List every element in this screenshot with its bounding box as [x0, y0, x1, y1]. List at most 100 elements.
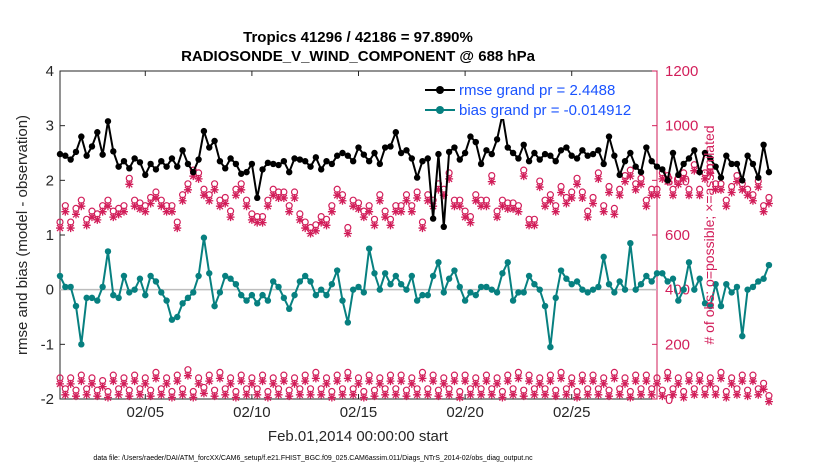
rmse-point	[387, 143, 394, 150]
obs-count-low-marker	[695, 371, 704, 386]
rmse-point	[648, 158, 655, 165]
obs-count-low-marker	[253, 385, 262, 399]
rmse-point	[611, 152, 618, 159]
bias-point	[200, 234, 208, 241]
obs-count-low-marker	[306, 385, 315, 399]
bias-point	[83, 294, 90, 302]
bias-point	[115, 294, 122, 302]
rmse-point	[552, 158, 559, 165]
bias-point	[515, 289, 522, 296]
obs-count-marker	[429, 196, 438, 211]
obs-count-low-marker	[151, 368, 160, 383]
obs-count-low-marker	[338, 385, 347, 399]
obs-count-low-marker	[247, 374, 256, 388]
possible-obs-markers	[56, 161, 773, 238]
rmse-point	[339, 149, 346, 157]
rmse-point	[371, 149, 378, 157]
obs-count-low-marker	[290, 374, 299, 388]
bias-point	[584, 289, 591, 296]
bias-point	[616, 278, 623, 285]
obs-count-low-marker	[759, 379, 768, 394]
obs-count-low-marker	[82, 385, 91, 399]
rmse-point	[557, 147, 565, 154]
bias-point	[104, 248, 112, 255]
rmse-point	[440, 223, 447, 230]
obs-count-low-marker	[668, 385, 677, 399]
obs-count-low-marker	[439, 374, 448, 388]
bias-point	[291, 291, 298, 299]
obs-count-marker	[365, 202, 374, 216]
left-y-tick-label: 2	[46, 172, 54, 189]
rmse-point	[392, 129, 400, 136]
rmse-point	[504, 144, 511, 151]
bias-point	[419, 291, 426, 299]
obs-count-marker	[487, 172, 496, 186]
obs-count-low-marker	[418, 368, 427, 383]
obs-count-marker	[573, 174, 582, 189]
bias-point	[472, 291, 479, 299]
bias-point	[365, 245, 373, 252]
rmse-point	[110, 148, 117, 155]
rmse-point	[600, 160, 607, 168]
x-tick-label: 02/15	[340, 404, 378, 421]
rmse-point	[355, 144, 362, 151]
rmse-point	[632, 163, 639, 170]
bias-point	[296, 278, 304, 285]
rmse-point	[216, 158, 224, 165]
obs-count-low-marker	[301, 371, 310, 386]
bias-point	[547, 343, 554, 351]
obs-count-low-marker	[215, 368, 224, 383]
obs-count-marker	[295, 210, 304, 224]
obs-count-marker	[157, 196, 166, 211]
rmse-point	[344, 152, 352, 159]
obs-count-marker	[759, 202, 768, 216]
obs-count-low-marker	[637, 385, 646, 399]
left-y-tick-label: -1	[41, 336, 54, 353]
bias-point	[168, 316, 176, 323]
obs-count-low-marker	[210, 386, 219, 401]
rmse-point	[152, 166, 160, 173]
obs-count-low-marker	[653, 374, 661, 388]
rmse-point	[483, 147, 490, 154]
obs-count-low-marker	[445, 385, 454, 399]
obs-count-low-marker	[279, 371, 288, 386]
rmse-point	[760, 141, 767, 148]
rmse-point	[264, 159, 272, 167]
bias-point	[717, 302, 725, 310]
obs-count-low-marker	[413, 385, 422, 399]
obs-count-low-marker	[258, 371, 267, 386]
rmse-point	[142, 171, 149, 179]
bias-point	[333, 267, 341, 274]
obs-count-low-marker	[706, 374, 715, 388]
rmse-point	[653, 163, 661, 170]
rmse-point	[643, 144, 650, 151]
rmse-point	[707, 155, 714, 162]
obs-count-marker	[327, 202, 336, 216]
obs-count-marker	[322, 215, 331, 230]
obs-count-low-marker	[423, 385, 432, 399]
obs-count-marker	[407, 202, 416, 216]
bias-point	[648, 278, 655, 285]
obs-count-low-marker	[317, 385, 326, 399]
bias-point	[643, 272, 650, 280]
obs-count-low-marker	[130, 371, 139, 386]
bias-point	[461, 297, 469, 304]
right-y-tick-label: 0	[665, 391, 673, 408]
chart-title-line1: Tropics 41296 / 42186 = 97.890%	[243, 29, 473, 46]
obs-count-low-marker	[66, 374, 75, 388]
legend: rmse grand pr = 2.4488 bias grand pr = -…	[421, 80, 649, 119]
bias-point	[232, 281, 240, 288]
rmse-point	[328, 160, 336, 168]
bias-point	[445, 275, 453, 282]
bias-point	[541, 302, 549, 310]
obs-count-low-marker	[226, 374, 235, 388]
obs-count-low-marker	[125, 386, 134, 401]
obs-count-low-marker	[359, 387, 368, 402]
rmse-point	[664, 177, 671, 184]
obs-count-marker	[471, 191, 480, 205]
rmse-point	[280, 158, 288, 165]
obs-count-low-marker	[722, 387, 731, 402]
obs-count-low-marker	[626, 387, 635, 402]
obs-count-low-marker	[658, 386, 667, 401]
rmse-point	[158, 158, 165, 165]
